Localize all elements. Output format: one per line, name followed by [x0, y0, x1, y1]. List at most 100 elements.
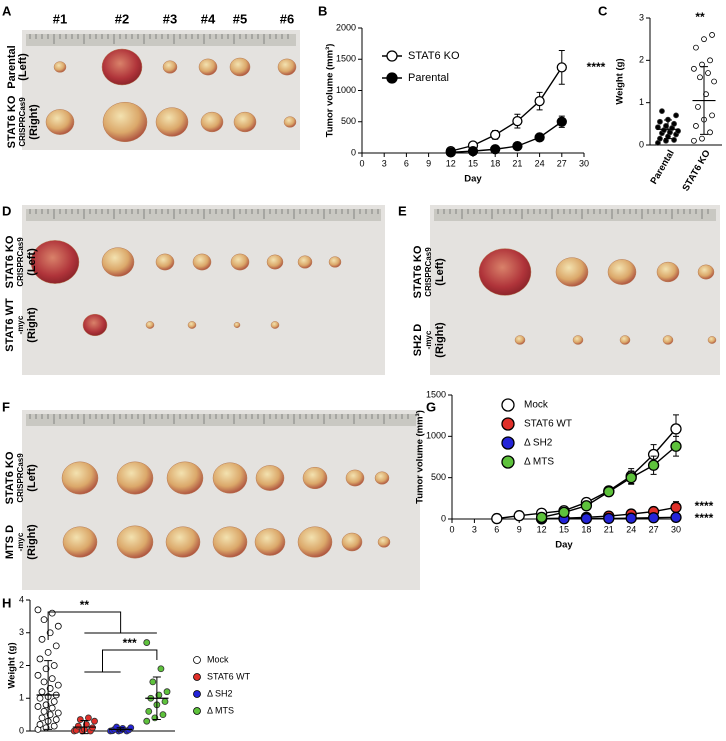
legend-marker [194, 708, 201, 715]
tumor [556, 258, 588, 287]
data-point [39, 715, 45, 721]
data-point [51, 663, 57, 669]
data-point [49, 676, 55, 682]
legend-marker [502, 399, 514, 411]
tumor [303, 467, 327, 489]
data-point [37, 656, 43, 662]
row-label: CRISPRCas9 [16, 237, 25, 287]
data-point [581, 501, 591, 511]
tumor [230, 58, 250, 76]
data-point [674, 113, 679, 118]
data-point [51, 723, 57, 729]
y-tick-label: 1500 [426, 389, 446, 399]
x-tick-label: 9 [517, 524, 522, 534]
tumor [199, 59, 217, 75]
panel-letter: A [2, 3, 12, 18]
legend-marker [387, 51, 397, 61]
data-point [671, 424, 681, 434]
row-label: (Right) [28, 104, 40, 140]
tumor [329, 257, 341, 268]
legend-marker [194, 674, 201, 681]
data-point [51, 699, 57, 705]
significance: **** [695, 511, 714, 525]
y-tick-label: 1 [19, 693, 24, 703]
panel-letter: H [2, 595, 11, 610]
tumor [608, 259, 636, 284]
significance: **** [587, 60, 606, 74]
y-tick-label: 3 [19, 627, 24, 637]
legend-label: Mock [524, 400, 549, 411]
tumor [267, 255, 283, 269]
tumor [271, 321, 279, 328]
tumor [255, 529, 285, 556]
data-point [706, 71, 711, 76]
data-point [535, 133, 544, 142]
row-label: CRISPRCas9 [18, 97, 27, 147]
data-point [702, 37, 707, 42]
data-point [37, 695, 43, 701]
x-axis-label: Day [555, 540, 573, 551]
data-point [49, 705, 55, 711]
tumor [62, 462, 98, 494]
data-point [77, 717, 83, 723]
legend-label: Mock [207, 654, 229, 664]
y-tick-label: 2000 [336, 22, 356, 32]
data-point [708, 130, 713, 135]
x-tick-label: 6 [494, 524, 499, 534]
data-point [626, 473, 636, 483]
data-point [513, 117, 522, 126]
legend-marker [194, 657, 201, 664]
y-tick-label: 2 [639, 55, 644, 65]
data-point [55, 682, 61, 688]
x-tick-label: 24 [626, 524, 636, 534]
y-tick-label: 500 [341, 116, 356, 126]
data-point [604, 513, 614, 523]
legend-marker [502, 418, 514, 430]
y-tick-label: 1000 [336, 85, 356, 95]
panel-letter: C [598, 3, 608, 18]
tumor [346, 470, 364, 486]
data-point [162, 699, 168, 705]
data-point [446, 148, 455, 157]
tumor [278, 59, 296, 75]
data-point [708, 58, 713, 63]
tumor [479, 249, 531, 296]
series-line [451, 67, 562, 151]
panel-letter: F [2, 399, 10, 414]
tumor [163, 61, 177, 74]
column-label: #6 [280, 11, 294, 26]
series-line [451, 122, 562, 153]
data-point [693, 45, 698, 50]
tumor [167, 462, 203, 494]
data-point [164, 689, 170, 695]
row-label: STAT6 WT [4, 298, 16, 352]
data-point [710, 113, 715, 118]
ruler [434, 209, 716, 221]
tumor [193, 254, 211, 270]
photo-background [22, 205, 385, 375]
y-tick-label: 1 [639, 97, 644, 107]
tumor [188, 321, 196, 328]
column-label: #3 [163, 11, 177, 26]
data-point [513, 142, 522, 151]
tumor [213, 527, 247, 558]
x-tick-label: Parental [649, 148, 677, 186]
x-tick-label: 6 [404, 158, 409, 168]
data-point [514, 511, 524, 521]
data-point [55, 623, 61, 629]
y-tick-label: 0 [441, 513, 446, 523]
y-tick-label: 0 [351, 147, 356, 157]
tumor [213, 463, 247, 494]
column-label: #4 [201, 11, 216, 26]
legend-label: STAT6 WT [207, 671, 251, 681]
x-tick-label: 30 [671, 524, 681, 534]
tumor [234, 322, 240, 327]
x-tick-label: 15 [559, 524, 569, 534]
row-label: MTS D [4, 525, 16, 559]
data-point [53, 643, 59, 649]
row-label: -myc [16, 532, 25, 551]
data-point [41, 679, 47, 685]
data-point [158, 666, 164, 672]
y-axis-label: Tumor volume (mm³) [415, 410, 426, 504]
y-tick-label: 2 [19, 660, 24, 670]
